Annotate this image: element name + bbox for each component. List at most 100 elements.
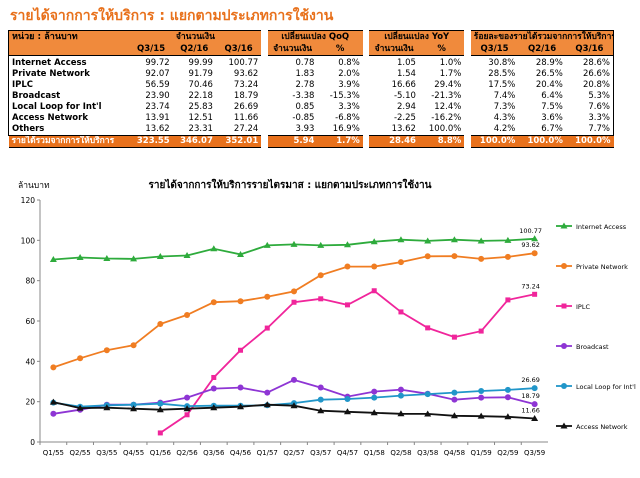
data-point — [237, 298, 244, 305]
legend-label: Internet Access — [576, 223, 627, 231]
data-point — [156, 406, 164, 413]
table-cell: 73.24 — [215, 80, 262, 91]
series-1: 93.62 — [50, 241, 540, 371]
data-point — [504, 413, 512, 420]
data-point — [184, 394, 191, 401]
table-cell: 22.18 — [172, 91, 216, 102]
table-cell: 91.79 — [172, 69, 216, 80]
table-row: Others 13.62 23.31 27.24 3.93 16.9% 13.62 100.0… — [8, 124, 614, 136]
table-cell: 7.3% — [470, 102, 519, 113]
row-label: Internet Access — [8, 55, 130, 69]
legend-label: Broadcast — [576, 343, 609, 351]
table-cell: 20.4% — [518, 80, 566, 91]
table-cell: 6.4% — [518, 91, 566, 102]
table-cell: 2.0% — [317, 69, 363, 80]
table-cell: 16.9% — [317, 124, 363, 136]
data-point — [344, 302, 350, 308]
data-point — [290, 240, 298, 247]
total-cell: 8.8% — [418, 135, 465, 148]
table-cell: 7.6% — [565, 102, 614, 113]
legend-swatch-marker — [561, 263, 567, 269]
group-header-yoy: เปลี่ยนแปลง YoY — [369, 30, 465, 44]
x-tick-label: Q2/56 — [176, 449, 198, 457]
data-point — [184, 412, 190, 418]
data-point — [263, 401, 271, 408]
data-point — [450, 412, 458, 419]
end-value-label: 93.62 — [521, 241, 540, 249]
table-cell: 26.5% — [518, 69, 566, 80]
table-cell: 23.31 — [172, 124, 216, 136]
total-cell: 28.46 — [369, 135, 419, 148]
subheader: % — [418, 44, 465, 56]
table-cell: 2.78 — [267, 80, 318, 91]
group-header-qoq: เปลี่ยนแปลง QoQ — [267, 30, 363, 44]
table-total-row: รายได้รวมจากการให้บริการ 323.55 346.07 3… — [8, 135, 614, 148]
end-value-label: 100.77 — [519, 227, 542, 235]
table-cell: 92.07 — [129, 69, 173, 80]
table-row: Internet Access 99.72 99.99 100.77 0.78 0.8% 1… — [8, 55, 614, 69]
data-point — [291, 288, 297, 295]
table-cell: 17.5% — [470, 80, 519, 91]
data-point — [103, 347, 110, 354]
data-point — [157, 430, 163, 436]
x-tick-label: Q3/55 — [96, 449, 117, 457]
table-cell: 0.8% — [317, 55, 363, 69]
revenue-table: หน่วย : ล้านบาท จำนวนเงิน เปลี่ยนแปลง Qo… — [8, 30, 614, 148]
legend-label: Local Loop for Int'l — [576, 383, 636, 391]
table-cell: 1.83 — [267, 69, 318, 80]
data-point — [264, 389, 271, 396]
series-line — [53, 252, 535, 369]
data-point — [343, 241, 351, 248]
x-tick-label: Q3/56 — [203, 449, 225, 457]
data-point — [317, 396, 324, 403]
data-point — [317, 384, 324, 391]
x-tick-label: Q1/55 — [43, 449, 64, 457]
subheader: Q2/16 — [518, 44, 566, 56]
table-cell: 26.69 — [215, 102, 262, 113]
data-point — [237, 250, 245, 257]
subheader: จำนวนเงิน — [267, 44, 318, 56]
end-value-label: 26.69 — [521, 376, 540, 384]
data-point — [424, 237, 432, 244]
row-label: Broadcast — [8, 91, 130, 102]
data-point — [290, 402, 298, 409]
table-cell: 1.0% — [418, 55, 465, 69]
data-point — [424, 253, 431, 260]
table-cell: 28.5% — [470, 69, 519, 80]
legend-label: Access Network — [576, 423, 628, 431]
data-point — [531, 235, 539, 242]
x-tick-label: Q4/55 — [123, 449, 144, 457]
table-cell: 1.7% — [418, 69, 465, 80]
data-point — [130, 255, 138, 262]
page-title: รายได้จากการให้บริการ : แยกตามประเภทการใ… — [10, 8, 334, 24]
x-tick-label: Q3/59 — [524, 449, 545, 457]
table-cell: 28.9% — [518, 55, 566, 69]
table-cell: 23.74 — [129, 102, 173, 113]
data-point — [398, 309, 404, 315]
series-5: 11.66 — [49, 398, 540, 421]
x-tick-label: Q3/57 — [310, 449, 331, 457]
table-cell: -16.2% — [418, 113, 465, 124]
data-point — [344, 263, 351, 270]
total-cell: 323.55 — [129, 135, 173, 148]
data-point — [397, 236, 405, 243]
data-point — [371, 263, 378, 270]
table-cell: -5.10 — [369, 91, 419, 102]
table-cell: 13.62 — [369, 124, 419, 136]
table-cell: 12.4% — [418, 102, 465, 113]
series-0: 100.77 — [49, 227, 542, 262]
data-point — [264, 325, 270, 331]
subheader: % — [317, 44, 363, 56]
row-label: Private Network — [8, 69, 130, 80]
data-point — [130, 342, 137, 349]
legend-item: Broadcast — [556, 343, 609, 351]
table-cell: 6.7% — [518, 124, 566, 136]
total-cell: 100.0% — [518, 135, 566, 148]
legend-swatch-marker — [561, 303, 567, 309]
table-cell: 7.4% — [470, 91, 519, 102]
y-axis-label: ล้านบาท — [18, 180, 50, 191]
subheader: จำนวนเงิน — [369, 44, 419, 56]
table-cell: 0.85 — [267, 102, 318, 113]
data-point — [531, 414, 539, 421]
total-label: รายได้รวมจากการให้บริการ — [8, 135, 130, 148]
